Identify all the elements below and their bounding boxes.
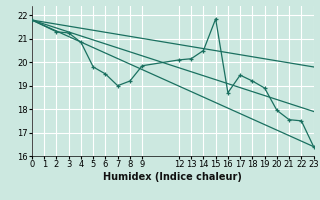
X-axis label: Humidex (Indice chaleur): Humidex (Indice chaleur) xyxy=(103,172,242,182)
